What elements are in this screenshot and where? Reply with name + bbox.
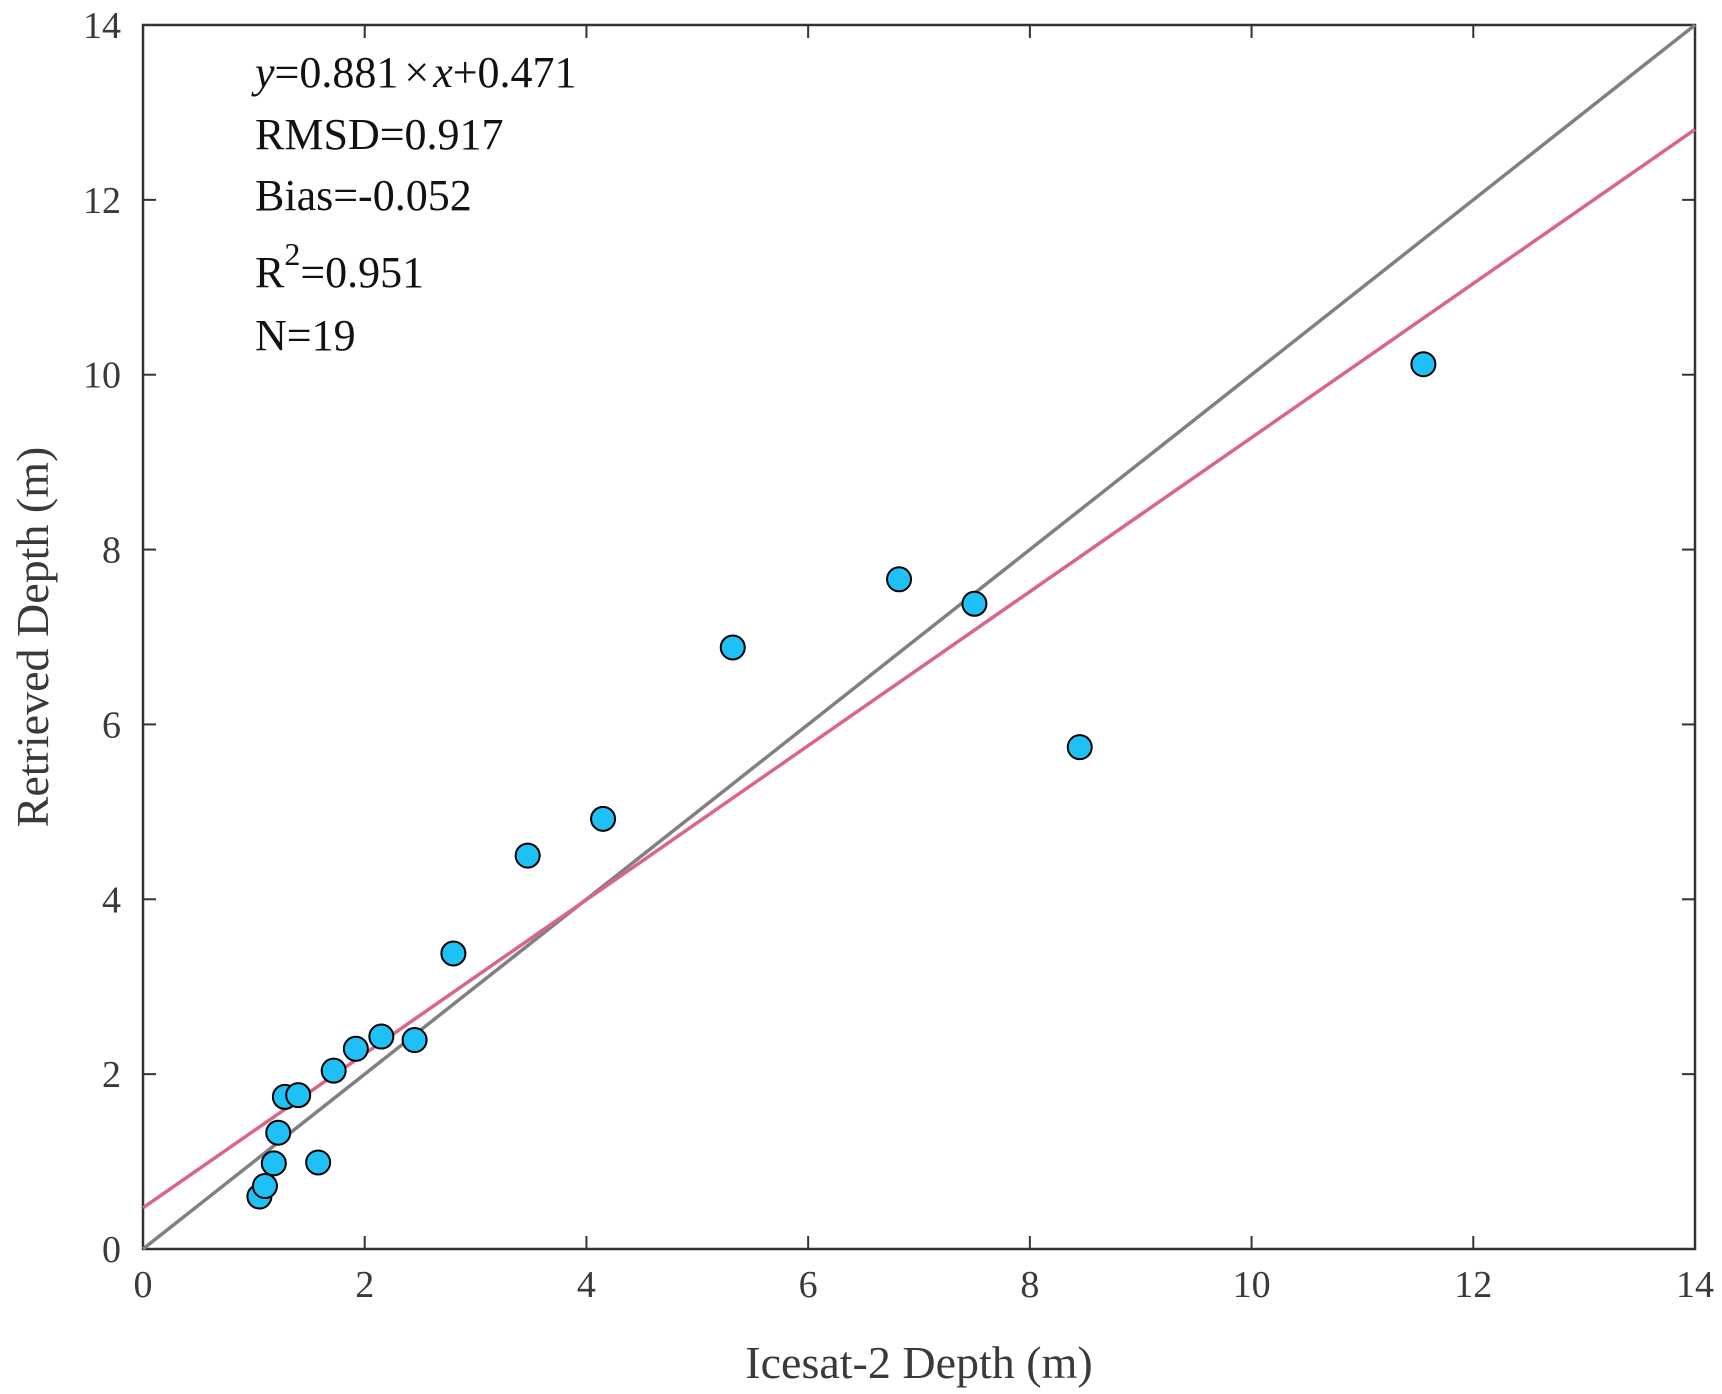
y-tick-label: 0 bbox=[102, 1229, 121, 1271]
data-point bbox=[440, 940, 467, 967]
x-tick-label: 4 bbox=[577, 1264, 596, 1306]
y-tick-label: 2 bbox=[102, 1054, 121, 1096]
one-to-one-line bbox=[141, 23, 1697, 1251]
regression-fit-line bbox=[142, 128, 1696, 1210]
reference-lines bbox=[141, 23, 1697, 1251]
equation-y: y bbox=[251, 48, 275, 97]
data-point bbox=[320, 1057, 347, 1084]
x-tick-label: 0 bbox=[134, 1264, 153, 1306]
data-point bbox=[1066, 734, 1093, 761]
data-point bbox=[514, 842, 541, 869]
data-point bbox=[368, 1023, 395, 1050]
x-axis-title: Icesat-2 Depth (m) bbox=[745, 1337, 1092, 1388]
data-point bbox=[401, 1027, 428, 1054]
data-point bbox=[260, 1150, 287, 1177]
regression-equation: y=0.881 ×x+0.471 bbox=[251, 48, 577, 97]
x-tick-label: 2 bbox=[355, 1264, 374, 1306]
y-axis-title: Retrieved Depth (m) bbox=[7, 447, 58, 828]
data-point bbox=[961, 590, 988, 617]
r-squared-label: R2=0.951 bbox=[255, 236, 424, 297]
rmsd-label: RMSD=0.917 bbox=[255, 110, 504, 159]
data-point bbox=[285, 1082, 312, 1109]
r-squared-value: =0.951 bbox=[300, 248, 424, 297]
data-point bbox=[265, 1119, 292, 1146]
data-point bbox=[886, 566, 913, 593]
r-squared-base: R bbox=[255, 248, 285, 297]
x-tick-label: 6 bbox=[799, 1264, 818, 1306]
axis-tick-labels: 0 2 4 6 8 10 12 14 0 2 4 6 8 10 12 14 bbox=[83, 5, 1714, 1306]
y-tick-label: 14 bbox=[83, 5, 121, 47]
data-points bbox=[246, 351, 1437, 1210]
x-tick-label: 12 bbox=[1454, 1264, 1492, 1306]
equation-times: × bbox=[404, 48, 429, 97]
y-tick-label: 8 bbox=[102, 530, 121, 572]
data-point bbox=[719, 634, 746, 661]
axis-ticks bbox=[142, 24, 1696, 1250]
equation-intercept: +0.471 bbox=[453, 48, 577, 97]
equation-slope: =0.881 bbox=[275, 48, 399, 97]
data-point bbox=[342, 1035, 369, 1062]
x-tick-label: 14 bbox=[1676, 1264, 1714, 1306]
y-tick-label: 12 bbox=[83, 180, 121, 222]
stats-annotation: y=0.881 ×x+0.471 RMSD=0.917 Bias=-0.052 R… bbox=[251, 48, 577, 360]
data-point bbox=[1410, 351, 1437, 378]
bias-label: Bias=-0.052 bbox=[255, 171, 472, 220]
y-tick-label: 10 bbox=[83, 355, 121, 397]
data-point bbox=[590, 805, 617, 832]
plot-area-frame bbox=[141, 23, 1697, 1251]
data-point bbox=[305, 1149, 332, 1176]
equation-x: x bbox=[432, 48, 453, 97]
x-tick-label: 8 bbox=[1020, 1264, 1039, 1306]
x-tick-label: 10 bbox=[1233, 1264, 1271, 1306]
n-label: N=19 bbox=[255, 311, 356, 360]
data-point bbox=[251, 1173, 278, 1200]
y-tick-label: 6 bbox=[102, 704, 121, 746]
y-tick-label: 4 bbox=[102, 879, 121, 921]
r-squared-sup: 2 bbox=[284, 236, 300, 272]
